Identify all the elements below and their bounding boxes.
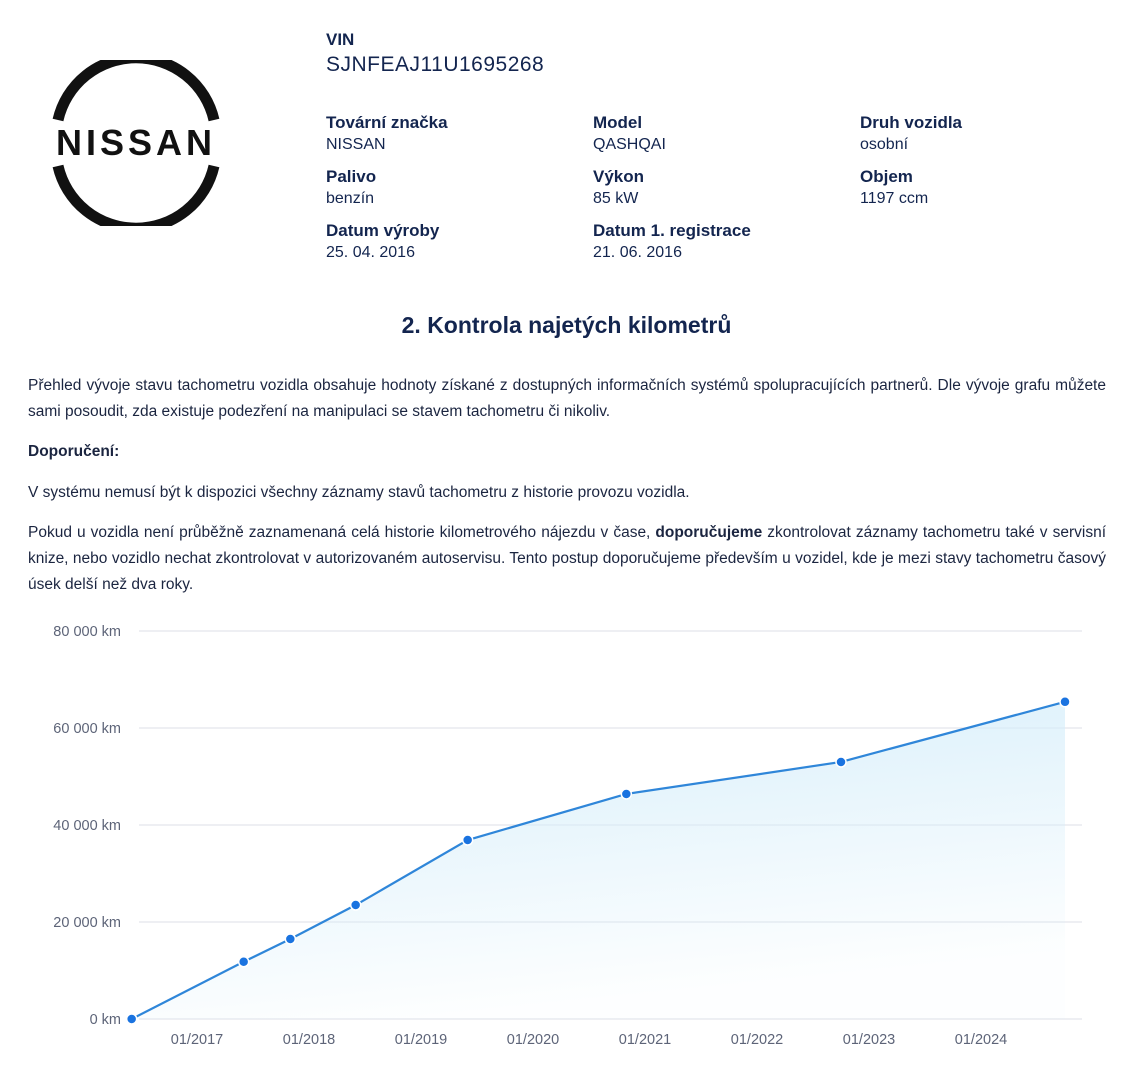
field-power: Výkon 85 kW [593, 167, 645, 207]
data-point [237, 956, 250, 968]
field-fuel: Palivo benzín [326, 167, 377, 207]
recommendation-label: Doporučení: [28, 443, 120, 460]
field-vehicle-type: Druh vozidla osobní [860, 113, 963, 153]
data-point [620, 788, 633, 800]
x-tick-label: 01/2021 [619, 1032, 671, 1048]
y-tick-label: 20 000 km [53, 915, 121, 931]
section-title: 2. Kontrola najetých kilometrů [401, 312, 732, 338]
y-tick-label: 60 000 km [53, 721, 121, 737]
field-displacement: Objem 1197 ccm [860, 167, 929, 207]
nissan-logo: NISSAN [52, 60, 220, 226]
field-brand: Tovární značka NISSAN [326, 113, 448, 153]
svg-text:NISSAN: NISSAN [56, 122, 216, 163]
note-text: V systému nemusí být k dispozici všechny… [28, 484, 690, 501]
area-fill [131, 701, 1065, 1019]
series-line [131, 700, 1066, 1020]
x-tick-label: 01/2022 [731, 1032, 783, 1048]
y-tick-label: 80 000 km [53, 624, 121, 640]
advice-text: Pokud u vozidla není průběžně zaznamenan… [28, 524, 1106, 593]
data-point [1059, 696, 1071, 708]
x-tick-label: 01/2019 [395, 1032, 447, 1048]
data-point [284, 933, 297, 945]
odometer-chart: 0 km 20 000 km 40 000 km 60 000 km 80 000 km… [53, 624, 1082, 1048]
field-registration-date: Datum 1. registrace 21. 06. 2016 [593, 221, 751, 261]
intro-text: Přehled vývoje stavu tachometru vozidla … [28, 377, 1106, 420]
x-tick-label: 01/2018 [283, 1032, 335, 1048]
y-tick-label: 40 000 km [53, 818, 121, 834]
x-tick-label: 01/2020 [507, 1032, 559, 1048]
data-point [835, 756, 847, 768]
data-point [349, 899, 362, 911]
vin-label: VIN [326, 30, 355, 49]
vin-value: SJNFEAJ11U1695268 [326, 53, 545, 76]
x-tick-label: 01/2024 [955, 1032, 1007, 1048]
y-tick-label: 0 km [90, 1012, 121, 1028]
field-model: Model QASHQAI [593, 113, 666, 153]
field-manufacture-date: Datum výroby 25. 04. 2016 [326, 221, 440, 261]
advice-bold: doporučujeme [655, 524, 763, 541]
data-point [125, 1013, 138, 1025]
x-tick-label: 01/2023 [843, 1032, 895, 1048]
x-tick-label: 01/2017 [171, 1032, 223, 1048]
data-point [461, 834, 474, 846]
